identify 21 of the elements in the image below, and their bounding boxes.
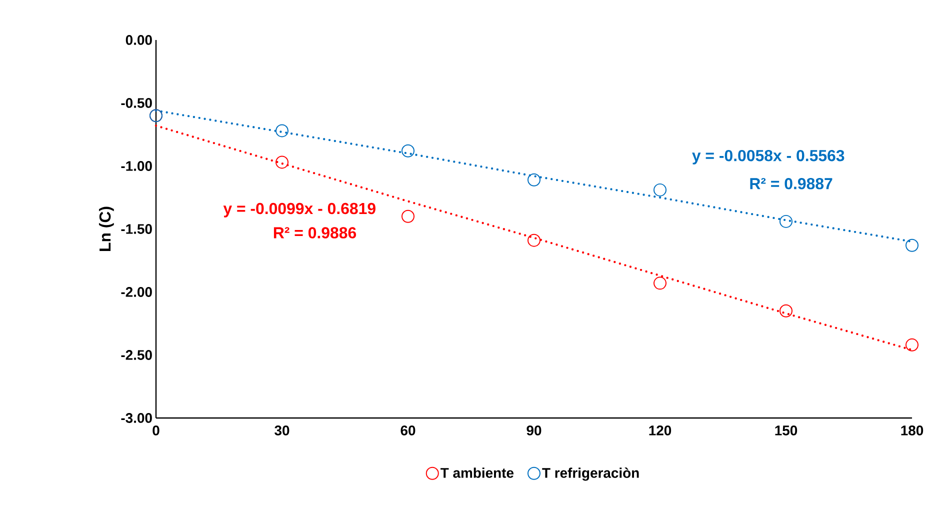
legend-label: T ambiente xyxy=(440,468,514,478)
y-tick-label: 0.00 xyxy=(126,35,152,45)
annotation: R² = 0.9886 xyxy=(274,227,356,238)
annotation: y = -0.0099x - 0.6819 xyxy=(223,202,376,218)
legend-label: T refrigeraciòn xyxy=(542,468,639,481)
x-tick-label: 60 xyxy=(400,426,416,436)
x-tick-label: 150 xyxy=(775,426,798,436)
x-tick-label: 180 xyxy=(901,426,924,436)
y-tick-label: -2.50 xyxy=(121,350,152,360)
annotation: R² = 0.9887 xyxy=(750,178,832,190)
y-tick-label: -1.00 xyxy=(121,161,152,171)
annotation: y = -0.0058x - 0.5563 xyxy=(692,150,844,164)
y-tick-label: -0.50 xyxy=(121,98,152,108)
y-axis-title: Ln (C) xyxy=(98,206,114,251)
y-tick-label: -1.50 xyxy=(121,224,152,234)
x-tick-label: 120 xyxy=(649,426,672,436)
y-tick-label: -2.00 xyxy=(121,287,152,297)
x-tick-label: 0 xyxy=(152,426,160,436)
x-tick-label: 90 xyxy=(526,426,542,436)
x-tick-label: 30 xyxy=(274,426,290,436)
y-tick-label: -3.00 xyxy=(121,413,152,423)
